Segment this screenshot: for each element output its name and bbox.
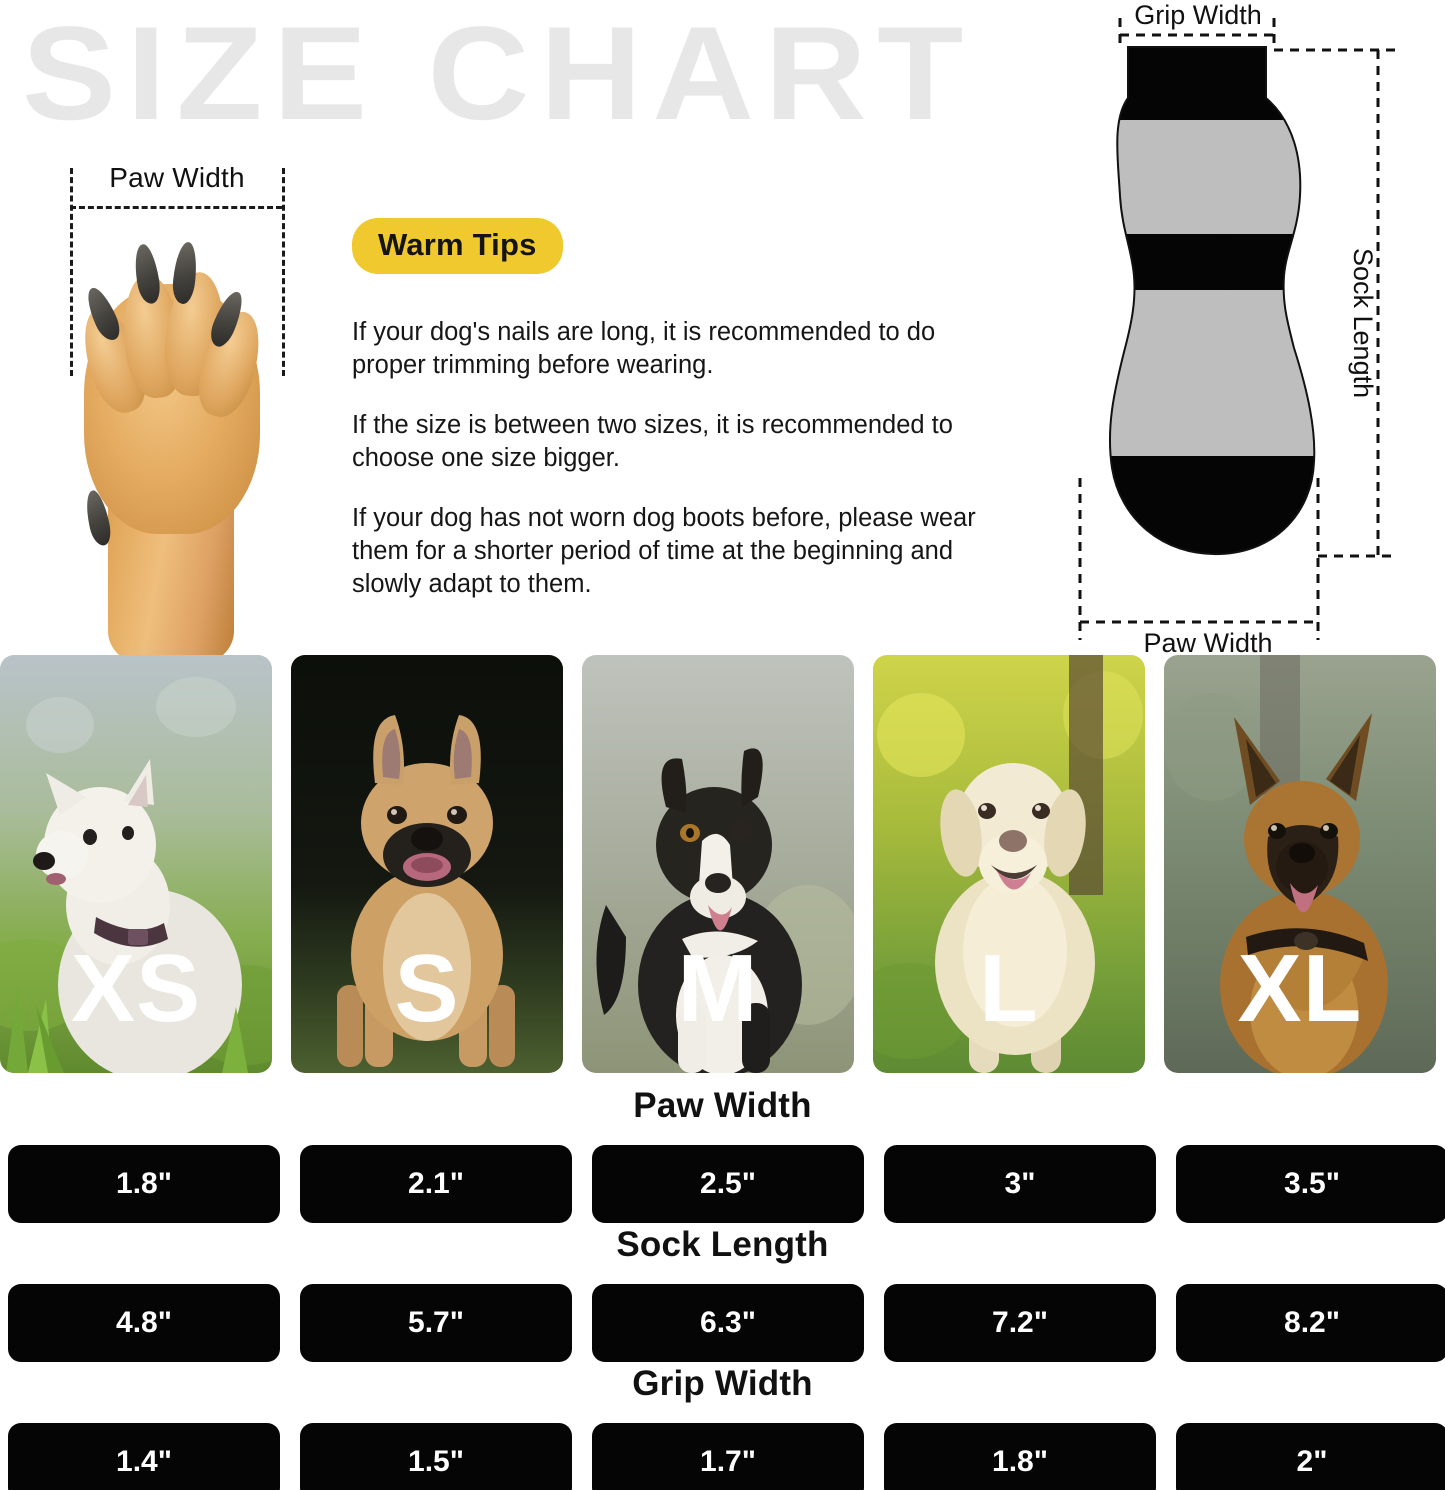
- dog-paw-photo: [44, 214, 284, 660]
- pill-paw-width-m: 2.5": [592, 1145, 864, 1223]
- dog-photo-xl: [1164, 655, 1436, 1073]
- warm-tip-1: If your dog's nails are long, it is reco…: [352, 318, 936, 379]
- boot-strap: [1109, 234, 1315, 290]
- pill-paw-width-l: 3": [884, 1145, 1156, 1223]
- pill-paw-width-s: 2.1": [300, 1145, 572, 1223]
- dog-photo-l: [873, 655, 1145, 1073]
- paw-measurement-illustration: Paw Width: [0, 162, 330, 660]
- pill-grip-width-xl: 2": [1176, 1423, 1445, 1490]
- pill-grip-width-xs: 1.4": [8, 1423, 280, 1490]
- size-label-xs: XS: [70, 935, 202, 1042]
- warm-tip-2: If the size is between two sizes, it is …: [352, 411, 953, 472]
- pill-row-paw-width: 1.8" 2.1" 2.5" 3" 3.5": [0, 1145, 1445, 1223]
- dog-boot-diagram: [1078, 18, 1395, 640]
- size-card-xl[interactable]: XL: [1164, 655, 1436, 1073]
- boot-paw-width-label: Paw Width: [1143, 628, 1273, 658]
- pill-sock-length-m: 6.3": [592, 1284, 864, 1362]
- size-label-s: S: [394, 935, 460, 1042]
- measure-heading-grip-width: Grip Width: [632, 1364, 813, 1403]
- pill-grip-width-l: 1.8": [884, 1423, 1156, 1490]
- dog-photo-m: [582, 655, 854, 1073]
- size-card-xs[interactable]: XS: [0, 655, 272, 1073]
- paw-bracket-line: [70, 206, 282, 209]
- size-label-l: L: [979, 935, 1039, 1042]
- pill-paw-width-xl: 3.5": [1176, 1145, 1445, 1223]
- boot-outline: [1108, 46, 1316, 556]
- pill-row-grip-width: 1.4" 1.5" 1.7" 1.8" 2": [0, 1423, 1445, 1490]
- size-label-xl: XL: [1237, 935, 1363, 1042]
- pill-grip-width-s: 1.5": [300, 1423, 572, 1490]
- pill-paw-width-xs: 1.8": [8, 1145, 280, 1223]
- size-cards-row: XS: [0, 655, 1445, 1073]
- size-card-s[interactable]: S: [291, 655, 563, 1073]
- measure-heading-paw-width: Paw Width: [633, 1086, 812, 1125]
- paw-width-label: Paw Width: [109, 162, 245, 193]
- page-title: SIZE CHART: [22, 0, 974, 148]
- warm-tips-badge: Warm Tips: [352, 218, 563, 274]
- warm-tip-3: If your dog has not worn dog boots befor…: [352, 504, 976, 598]
- dog-photo-s: [291, 655, 563, 1073]
- pill-row-sock-length: 4.8" 5.7" 6.3" 7.2" 8.2": [0, 1284, 1445, 1362]
- pill-sock-length-xs: 4.8": [8, 1284, 280, 1362]
- measure-heading-sock-length: Sock Length: [616, 1225, 829, 1264]
- pill-grip-width-m: 1.7": [592, 1423, 864, 1490]
- size-label-m: M: [677, 935, 759, 1042]
- warm-tips-section: Warm Tips If your dog's nails are long, …: [352, 218, 1012, 601]
- dog-photo-xs: [0, 655, 272, 1073]
- pill-sock-length-s: 5.7": [300, 1284, 572, 1362]
- pill-sock-length-l: 7.2": [884, 1284, 1156, 1362]
- paw-bracket-left-tick: [70, 168, 73, 376]
- size-card-l[interactable]: L: [873, 655, 1145, 1073]
- size-card-m[interactable]: M: [582, 655, 854, 1073]
- paw-bracket-right-tick: [282, 168, 285, 376]
- pill-sock-length-xl: 8.2": [1176, 1284, 1445, 1362]
- grip-width-label: Grip Width: [1134, 0, 1262, 30]
- boot-strap-tab: [1216, 236, 1256, 290]
